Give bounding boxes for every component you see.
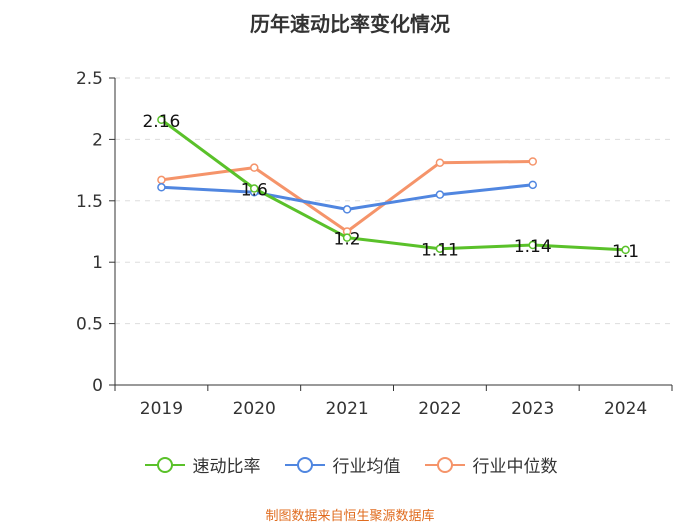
- y-tick-label: 0: [92, 376, 103, 396]
- series-point: [342, 205, 352, 214]
- series-layer: [157, 115, 630, 255]
- data-label: 1.1: [612, 242, 639, 262]
- data-label: 2.16: [142, 112, 180, 132]
- series-point: [621, 245, 630, 255]
- series-point: [250, 163, 259, 172]
- series-2: [157, 157, 537, 236]
- legend-item-0[interactable]: 速动比率: [143, 452, 261, 477]
- chart-title: 历年速动比率变化情况: [250, 12, 450, 36]
- x-tick-label: 2022: [418, 399, 461, 419]
- legend-label: 速动比率: [192, 457, 261, 477]
- axes: 0 0.5 1 1.5 2 2.5 2019 2020 2021 2022 2023 2024: [76, 69, 673, 419]
- series-point: [435, 158, 445, 167]
- legend-label: 行业均值: [332, 457, 401, 477]
- series-0: [157, 115, 630, 255]
- data-label: 1.11: [421, 241, 459, 261]
- series-line: [161, 160, 533, 233]
- series-point: [528, 240, 537, 250]
- series-point: [250, 184, 259, 193]
- grid-lines: [115, 77, 672, 325]
- data-label: 1.2: [334, 230, 361, 250]
- x-tick-label: 2023: [511, 399, 554, 419]
- y-tick-label: 1.5: [76, 192, 103, 212]
- x-tick-label: 2019: [140, 399, 183, 419]
- legend-item-2[interactable]: 行业中位数: [423, 452, 558, 477]
- series-point: [435, 190, 445, 199]
- x-tick-label: 2024: [604, 399, 647, 419]
- x-tick-label: 2021: [325, 399, 368, 419]
- series-1: [157, 180, 537, 214]
- data-labels: 2.16 1.6 1.2 1.11 1.14 1.1: [142, 112, 639, 262]
- series-point: [528, 157, 537, 166]
- legend-marker-icon: [284, 456, 325, 473]
- y-tick-label: 2.5: [76, 69, 103, 89]
- data-label: 1.14: [514, 237, 552, 257]
- legend-item-1[interactable]: 行业均值: [283, 452, 401, 477]
- series-point: [157, 183, 166, 192]
- series-point: [435, 244, 445, 253]
- line-chart: 0 0.5 1 1.5 2 2.5 2019 2020 2021 2022 2023 2024 2.1…: [76, 69, 673, 419]
- series-point: [157, 115, 166, 125]
- y-tick-label: 2: [92, 130, 103, 150]
- legend-marker-icon: [144, 456, 185, 473]
- source-note: 制图数据来自恒生聚源数据库: [265, 509, 435, 524]
- data-label: 1.6: [241, 181, 268, 201]
- series-line: [160, 118, 626, 252]
- x-tick-label: 2020: [233, 399, 276, 419]
- series-point: [342, 233, 352, 242]
- series-point: [157, 175, 166, 185]
- legend-label: 行业中位数: [472, 457, 558, 477]
- y-tick-label: 1: [92, 253, 103, 273]
- y-tick-label: 0.5: [76, 315, 103, 335]
- series-point: [528, 180, 537, 190]
- legend-marker-icon: [424, 456, 465, 473]
- legend: 速动比率 行业均值 行业中位数: [0, 452, 700, 477]
